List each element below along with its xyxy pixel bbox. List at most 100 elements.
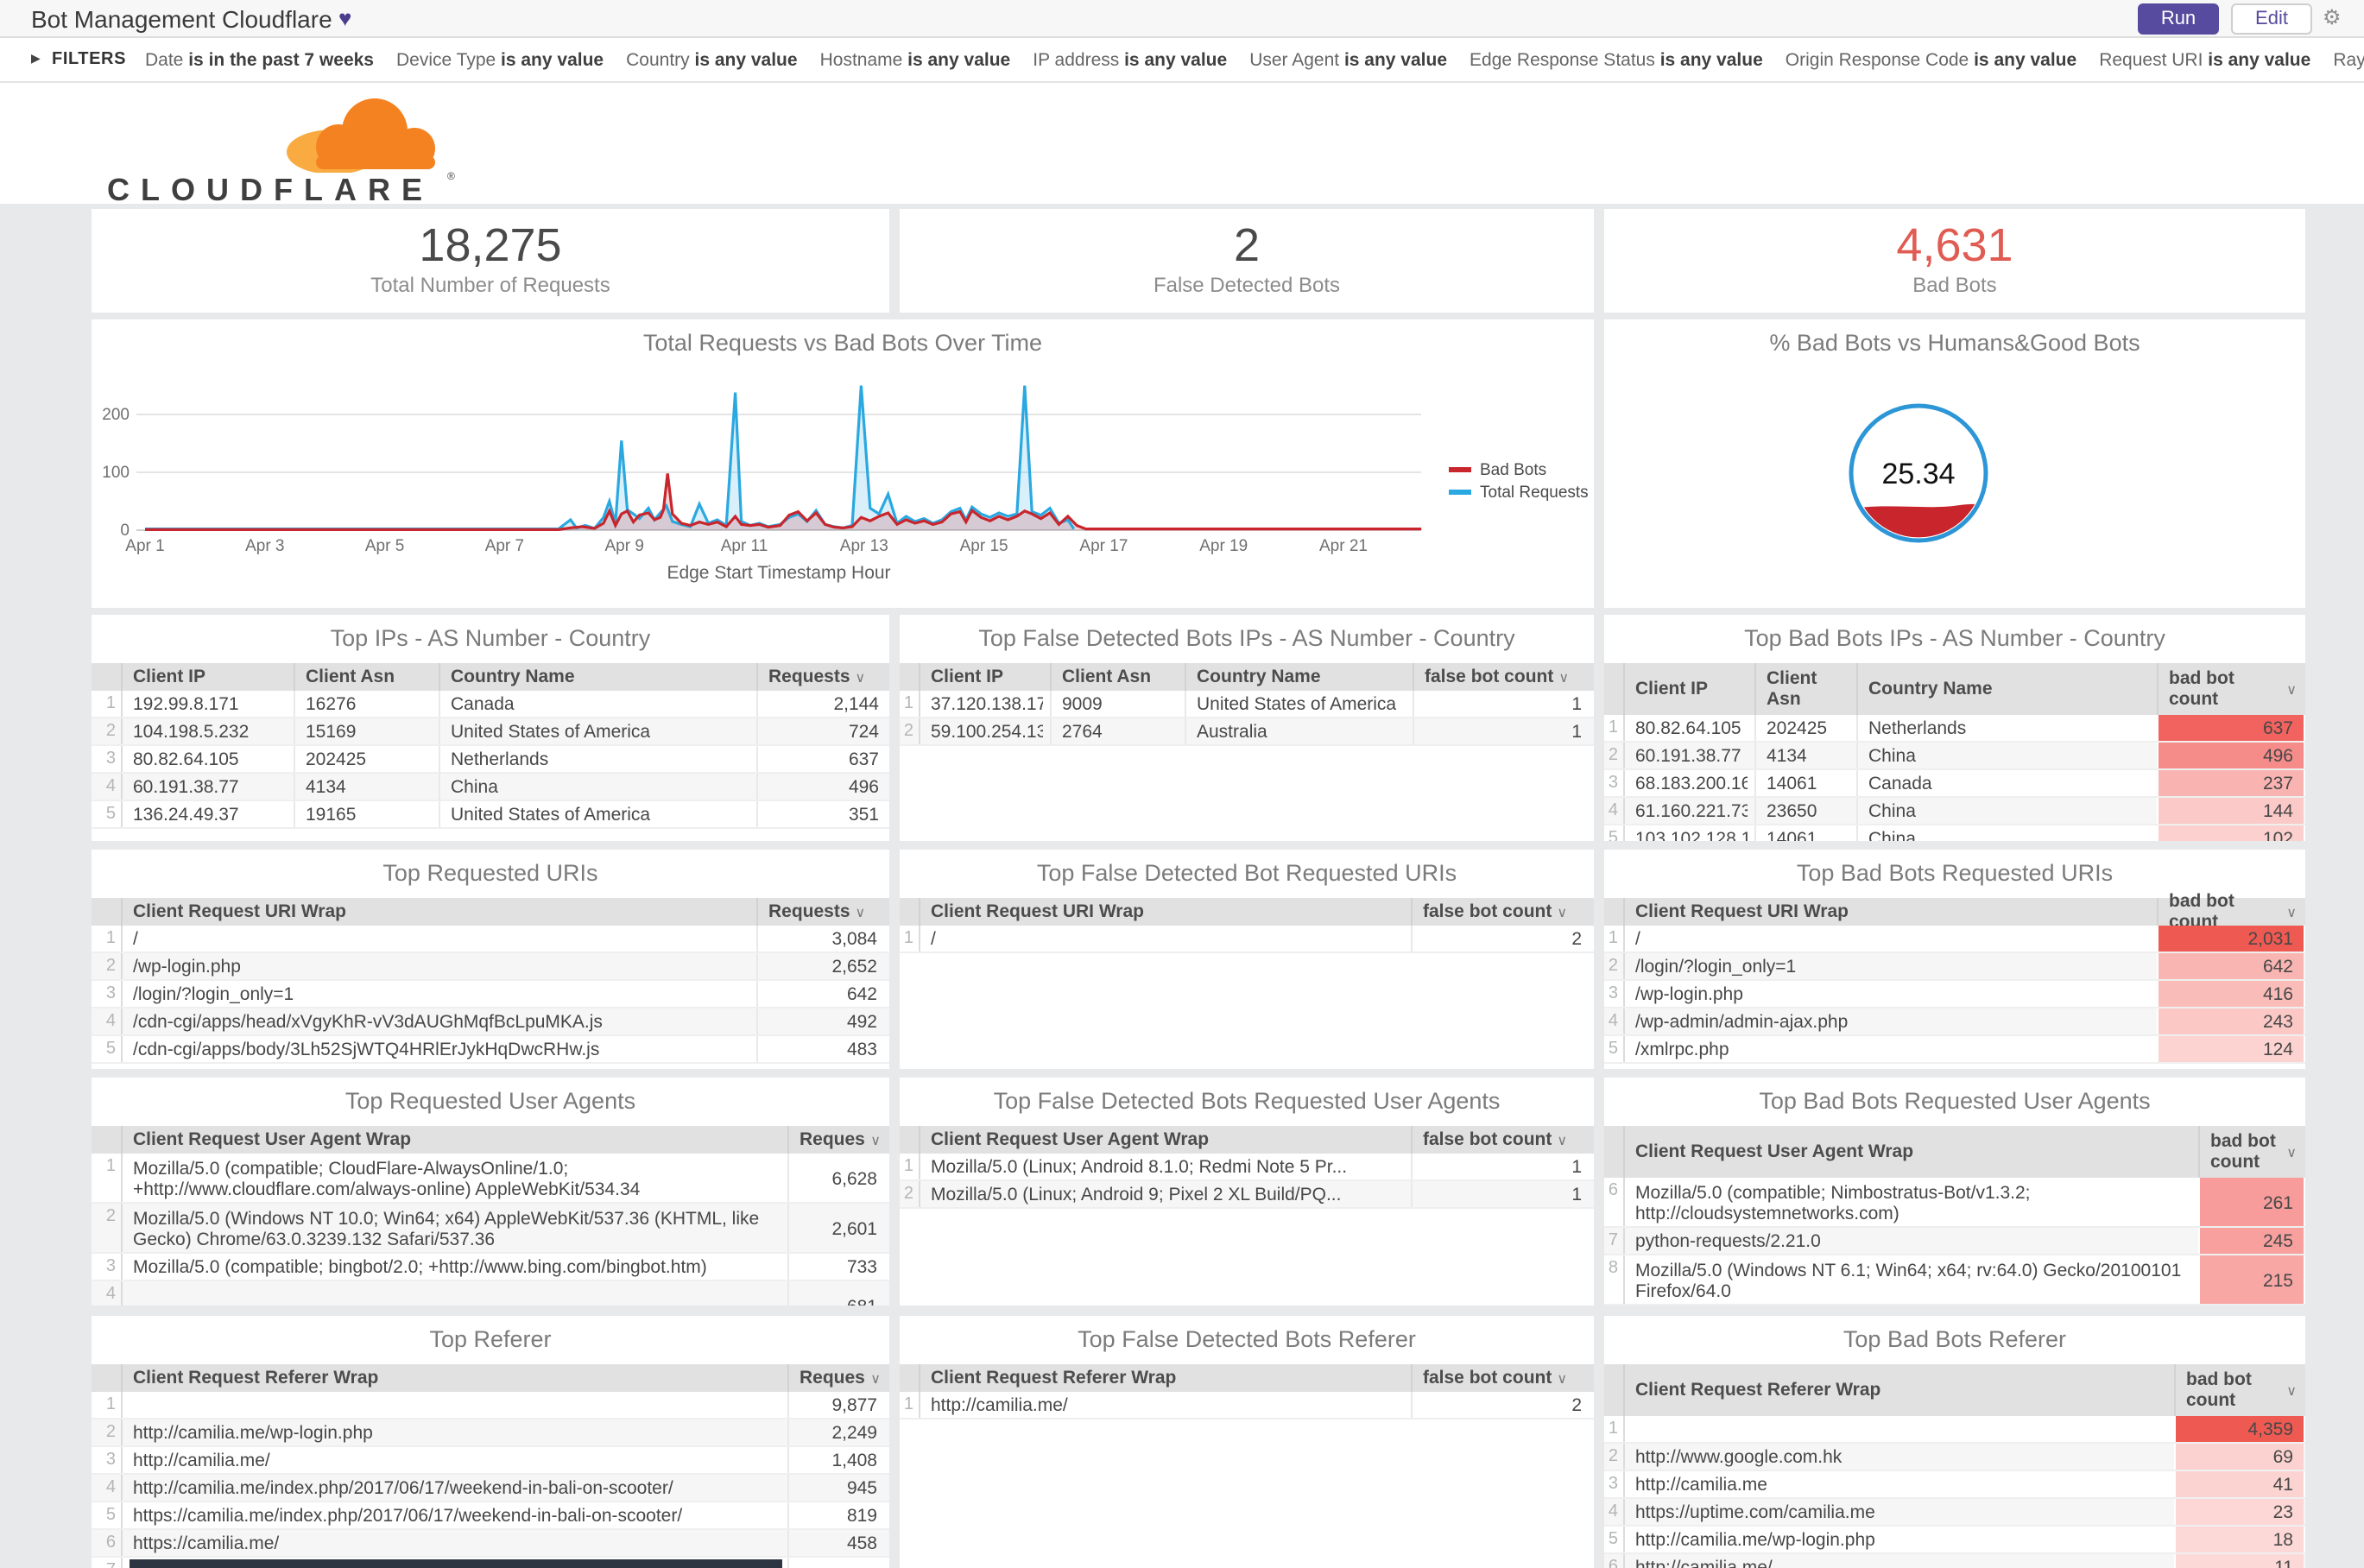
column-header-false-bot-count[interactable]: false bot count ∨ [1413, 663, 1592, 691]
sort-desc-icon: ∨ [2286, 1144, 2297, 1160]
column-header-client-asn[interactable]: Client Asn [1754, 663, 1856, 715]
row-number: 3 [1604, 981, 1625, 1007]
table-cell: /xmlrpc.php [1635, 1040, 1729, 1060]
filter-items: Date is in the past 7 weeks Device Type i… [145, 50, 2364, 71]
table-row: 5/cdn-cgi/apps/body/3Lh52SjWTQ4HRlErJykH… [92, 1036, 889, 1064]
column-header-requests[interactable]: Requests∨ [756, 663, 889, 691]
table-cell: 496 [2157, 743, 2304, 768]
filter-country[interactable]: Country is any value [626, 50, 798, 71]
kpi-false-detected-bots-label: False Detected Bots [1153, 273, 1341, 297]
column-header-client-request-referer-wrap[interactable]: Client Request Referer Wrap [931, 1368, 1177, 1388]
column-header-bad-bot-count[interactable]: bad bot count ∨ [2157, 891, 2304, 933]
column-header-client-request-user-agent-wrap[interactable]: Client Request User Agent Wrap [133, 1129, 412, 1150]
column-header-client-request-uri-wrap[interactable]: Client Request URI Wrap [1635, 901, 1849, 922]
table-row: 4 60.191.38.77 4134 China 496 [92, 774, 889, 801]
table-cell: 637 [756, 746, 889, 772]
table-cell: http://camilia.me/ [1635, 1558, 1773, 1568]
column-header-requests[interactable]: Requests∨ [756, 898, 888, 926]
column-header-bad-bot-count[interactable]: bad bot count ∨ [2198, 1126, 2304, 1178]
column-header-client-request-user-agent-wrap[interactable]: Client Request User Agent Wrap [1635, 1141, 1914, 1162]
edit-button[interactable]: Edit [2231, 3, 2312, 35]
row-number: 3 [92, 1254, 123, 1280]
table-false-bot-user-agents: Top False Detected Bots Requested User A… [900, 1078, 1594, 1306]
column-header-requests[interactable]: Requests∨ [787, 1126, 888, 1154]
filter-ip-address[interactable]: IP address is any value [1033, 50, 1228, 71]
table-cell: China [1856, 798, 2157, 824]
row-number: 2 [1604, 743, 1625, 768]
column-header-client-request-referer-wrap[interactable]: Client Request Referer Wrap [133, 1368, 379, 1388]
column-header-false-bot-count[interactable]: false bot count ∨ [1411, 898, 1592, 926]
column-header-client-request-uri-wrap[interactable]: Client Request URI Wrap [133, 901, 346, 922]
column-header-client-request-uri-wrap[interactable]: Client Request URI Wrap [931, 901, 1144, 922]
column-header-false-bot-count[interactable]: false bot count ∨ [1411, 1364, 1592, 1392]
column-header-client-ip[interactable]: Client IP [931, 667, 1004, 687]
legend-label[interactable]: Total Requests [1480, 484, 1589, 502]
table-bad-bot-uris: Top Bad Bots Requested URIs Client Reques… [1604, 850, 2305, 1069]
filters-expand-icon[interactable]: ▶ [31, 54, 41, 66]
table-cell: 103.102.128.152 [1635, 829, 1748, 841]
filter-hostname[interactable]: Hostname is any value [819, 50, 1011, 71]
table-cell: 3,084 [756, 926, 888, 952]
table-cell: 1 [1411, 1154, 1592, 1179]
filter-bar: ▶ FILTERS Date is in the past 7 weeks Dev… [0, 38, 2364, 83]
sort-desc-icon: ∨ [2286, 681, 2297, 697]
filter-device-type[interactable]: Device Type is any value [396, 50, 604, 71]
svg-text:Apr 19: Apr 19 [1199, 537, 1248, 555]
column-header-country-name[interactable]: Country Name [439, 663, 756, 691]
row-number: 2 [1604, 953, 1625, 979]
column-header-client-ip[interactable]: Client IP [133, 667, 206, 687]
column-header-client-asn[interactable]: Client Asn [294, 663, 439, 691]
table-cell: https://camilia.me/ [133, 1533, 280, 1554]
column-header-bad-bot-count[interactable]: bad bot count ∨ [2157, 663, 2304, 715]
tile-title: Top Requested URIs [382, 860, 598, 886]
table-cell [123, 1392, 787, 1418]
table-cell: python-requests/2.21.0 [1635, 1231, 1821, 1252]
column-header-client-request-user-agent-wrap[interactable]: Client Request User Agent Wrap [931, 1129, 1210, 1150]
table-cell: 492 [756, 1008, 888, 1034]
chart-title: Total Requests vs Bad Bots Over Time [642, 330, 1043, 356]
column-header-false-bot-count[interactable]: false bot count ∨ [1411, 1126, 1592, 1154]
column-header-bad-bot-count[interactable]: bad bot count ∨ [2174, 1364, 2304, 1416]
table-cell: /wp-login.php [1635, 984, 1743, 1005]
column-header-country-name[interactable]: Country Name [1185, 663, 1413, 691]
table-cell: /wp-admin/admin-ajax.php [1635, 1012, 1849, 1033]
table-cell: 80.82.64.105 [133, 749, 239, 770]
row-number: 5 [92, 1502, 123, 1528]
table-cell: 202425 [294, 746, 439, 772]
filters-label[interactable]: FILTERS [52, 50, 127, 69]
table-cell: 9,877 [787, 1392, 888, 1418]
table-cell: 60.191.38.77 [133, 777, 239, 798]
table-row: 2 Mozilla/5.0 (Windows NT 10.0; Win64; x6… [92, 1204, 889, 1254]
filter-origin-response-code[interactable]: Origin Response Code is any value [1785, 50, 2077, 71]
table-row: 3 Mozilla/5.0 (compatible; bingbot/2.0; +… [92, 1254, 889, 1281]
table-cell: 6,628 [787, 1154, 888, 1202]
filter-date[interactable]: Date is in the past 7 weeks [145, 50, 374, 71]
legend-label[interactable]: Bad Bots [1480, 461, 1546, 479]
table-cell: 37.120.138.173 [931, 694, 1043, 715]
table-cell: 144 [2157, 798, 2304, 824]
table-cell [1625, 1416, 2174, 1442]
row-number: 3 [92, 1447, 123, 1473]
tile-title: Top Bad Bots Referer [1843, 1326, 2067, 1352]
table-false-bot-ips: Top False Detected Bots IPs - AS Number … [900, 615, 1594, 841]
column-header-client-request-referer-wrap[interactable]: Client Request Referer Wrap [1635, 1380, 1881, 1400]
column-header-client-asn[interactable]: Client Asn [1050, 663, 1185, 691]
table-row: 4/cdn-cgi/apps/head/xVgyKhR-vV3dAUGhMqfB… [92, 1008, 889, 1036]
column-header-client-ip[interactable]: Client IP [1635, 679, 1709, 699]
table-cell: http://camilia.me [1635, 1475, 1767, 1495]
filter-request-uri[interactable]: Request URI is any value [2099, 50, 2311, 71]
table-horizontal-scrollbar[interactable] [130, 1559, 782, 1568]
gear-icon[interactable]: ⚙ [2323, 5, 2342, 29]
tile-title: Top False Detected Bots Referer [1078, 1326, 1416, 1352]
column-header-requests[interactable]: Requests∨ [787, 1364, 888, 1392]
filter-edge-response-status[interactable]: Edge Response Status is any value [1470, 50, 1763, 71]
run-button[interactable]: Run [2138, 3, 2219, 35]
column-header-country-name[interactable]: Country Name [1856, 663, 2157, 715]
table-cell: 80.82.64.105 [1635, 718, 1741, 739]
kpi-false-detected-bots-value: 2 [1233, 219, 1261, 271]
filter-user-agent[interactable]: User Agent is any value [1249, 50, 1448, 71]
filter-rayid[interactable]: RayID is any value [2333, 50, 2364, 71]
sort-desc-icon: ∨ [2286, 904, 2297, 920]
